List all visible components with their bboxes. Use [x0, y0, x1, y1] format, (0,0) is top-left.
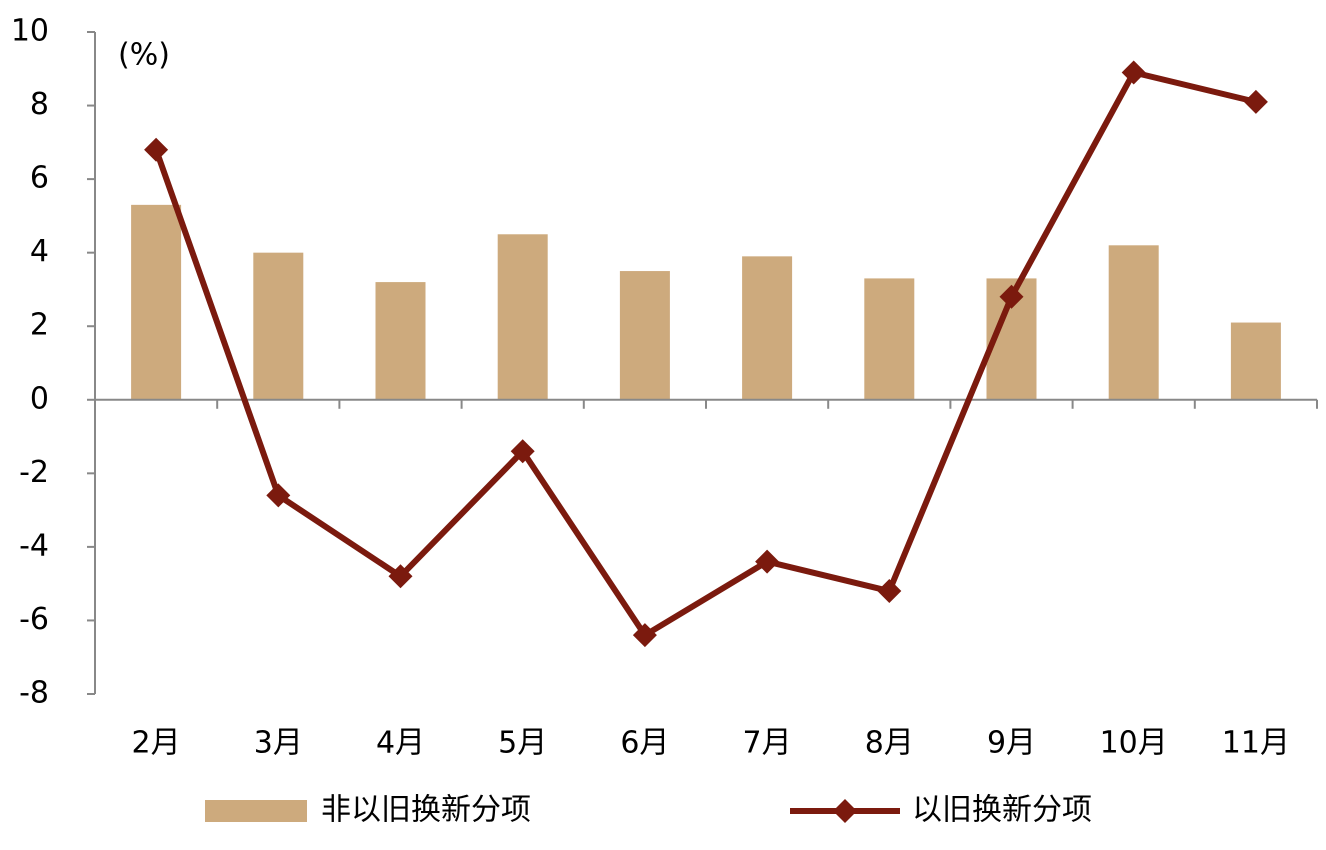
bar [375, 282, 426, 400]
x-tick-label: 3月 [254, 726, 303, 761]
line [153, 69, 1257, 639]
y-tick-label: -4 [19, 528, 49, 563]
x-tick-label: 5月 [498, 726, 547, 761]
x-tick-label: 11月 [1222, 726, 1290, 761]
legend-swatch [205, 800, 307, 822]
bar [253, 252, 304, 400]
legend-label: 以旧换新分项 [912, 793, 1092, 828]
line-marker [755, 549, 780, 574]
y-tick-label: 6 [30, 161, 49, 196]
y-tick-label: -2 [19, 455, 49, 490]
line-marker [1121, 60, 1146, 85]
x-tick-label: 7月 [743, 726, 792, 761]
unit-label: (%) [118, 38, 170, 73]
line-marker [510, 439, 535, 464]
x-tick-label: 4月 [376, 726, 425, 761]
bar [864, 278, 915, 400]
bar [1230, 322, 1281, 400]
bar [1108, 245, 1159, 400]
x-tick-label: 6月 [620, 726, 669, 761]
y-tick-label: 4 [30, 234, 49, 269]
y-tick-label: -8 [19, 676, 49, 711]
legend-label: 非以旧换新分项 [321, 793, 531, 828]
legend-marker [833, 799, 857, 823]
line-marker [999, 284, 1024, 309]
x-tick-label: 9月 [987, 726, 1036, 761]
line-marker [144, 137, 169, 162]
bar [131, 204, 182, 400]
bar [619, 271, 670, 400]
x-tick-label: 2月 [132, 726, 181, 761]
bar [742, 256, 793, 400]
y-tick-label: 0 [30, 381, 49, 416]
bar [497, 234, 548, 400]
line-marker [877, 579, 902, 604]
x-tick-label: 8月 [865, 726, 914, 761]
y-tick-label: 10 [11, 14, 49, 49]
y-tick-label: 2 [30, 308, 49, 343]
line-marker [388, 564, 413, 589]
y-tick-label: -6 [19, 602, 49, 637]
line-marker [632, 623, 657, 648]
y-tick-label: 8 [30, 87, 49, 122]
line-marker [266, 483, 291, 508]
line-marker [1243, 89, 1268, 114]
x-tick-label: 10月 [1100, 726, 1168, 761]
